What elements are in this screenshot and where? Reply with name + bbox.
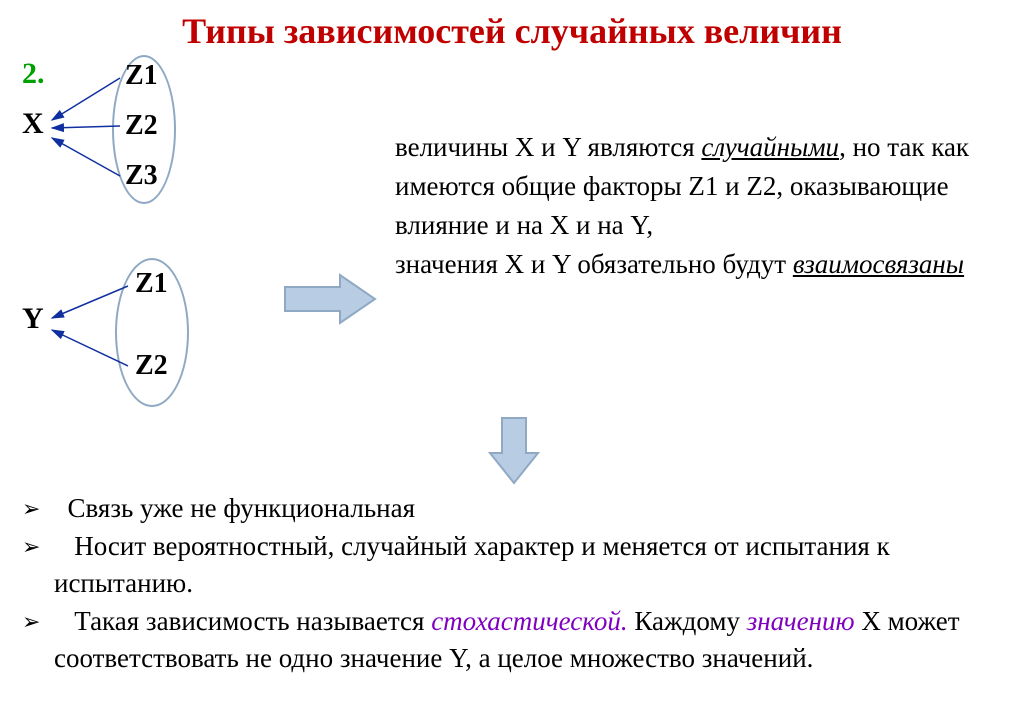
bullet-1-text: Связь уже не функциональная xyxy=(54,490,1002,526)
bullet-3-stochastic: стохастической. xyxy=(431,606,627,636)
slide-title: Типы зависимостей случайных величин xyxy=(0,10,1024,52)
slide: Типы зависимостей случайных величин 2. X… xyxy=(0,0,1024,709)
bullet-1: ➢ Связь уже не функциональная xyxy=(22,490,1002,526)
para-random: случайными xyxy=(701,132,839,162)
bullet-3-mid1: Каждому xyxy=(628,606,747,636)
para-line2pre: значения Х и Y обязательно будут xyxy=(395,249,793,279)
bullet-2-text: Носит вероятностный, случайный характер … xyxy=(54,528,1002,601)
item-number: 2. xyxy=(22,57,45,91)
main-paragraph: величины Х и Y являются случайными, но т… xyxy=(395,128,995,285)
para-pre1: величины Х и Y являются xyxy=(395,132,701,162)
bullet-marker-icon: ➢ xyxy=(22,603,54,637)
bullet-3-pre: Такая зависимость называется xyxy=(74,606,431,636)
label-z1-y: Z1 xyxy=(135,268,168,300)
label-z3-x: Z3 xyxy=(125,160,158,192)
bullet-marker-icon: ➢ xyxy=(22,528,54,562)
label-z2-y: Z2 xyxy=(135,350,168,382)
label-z1-x: Z1 xyxy=(125,60,158,92)
bullet-3: ➢ Такая зависимость называется стохастич… xyxy=(22,603,1002,676)
label-y: Y xyxy=(22,302,44,336)
bullet-2: ➢ Носит вероятностный, случайный характе… xyxy=(22,528,1002,601)
bullet-list: ➢ Связь уже не функциональная ➢ Носит ве… xyxy=(22,490,1002,678)
bullet-marker-icon: ➢ xyxy=(22,490,54,524)
bullet-1-span: Связь уже не функциональная xyxy=(68,493,416,523)
para-interrelated: взаимосвязаны xyxy=(793,249,964,279)
bullet-3-text: Такая зависимость называется стохастичес… xyxy=(54,603,1002,676)
bullet-2-span: Носит вероятностный, случайный характер … xyxy=(54,531,890,597)
label-z2-x: Z2 xyxy=(125,110,158,142)
bullet-3-value: значению xyxy=(747,606,855,636)
label-x: X xyxy=(22,107,44,141)
